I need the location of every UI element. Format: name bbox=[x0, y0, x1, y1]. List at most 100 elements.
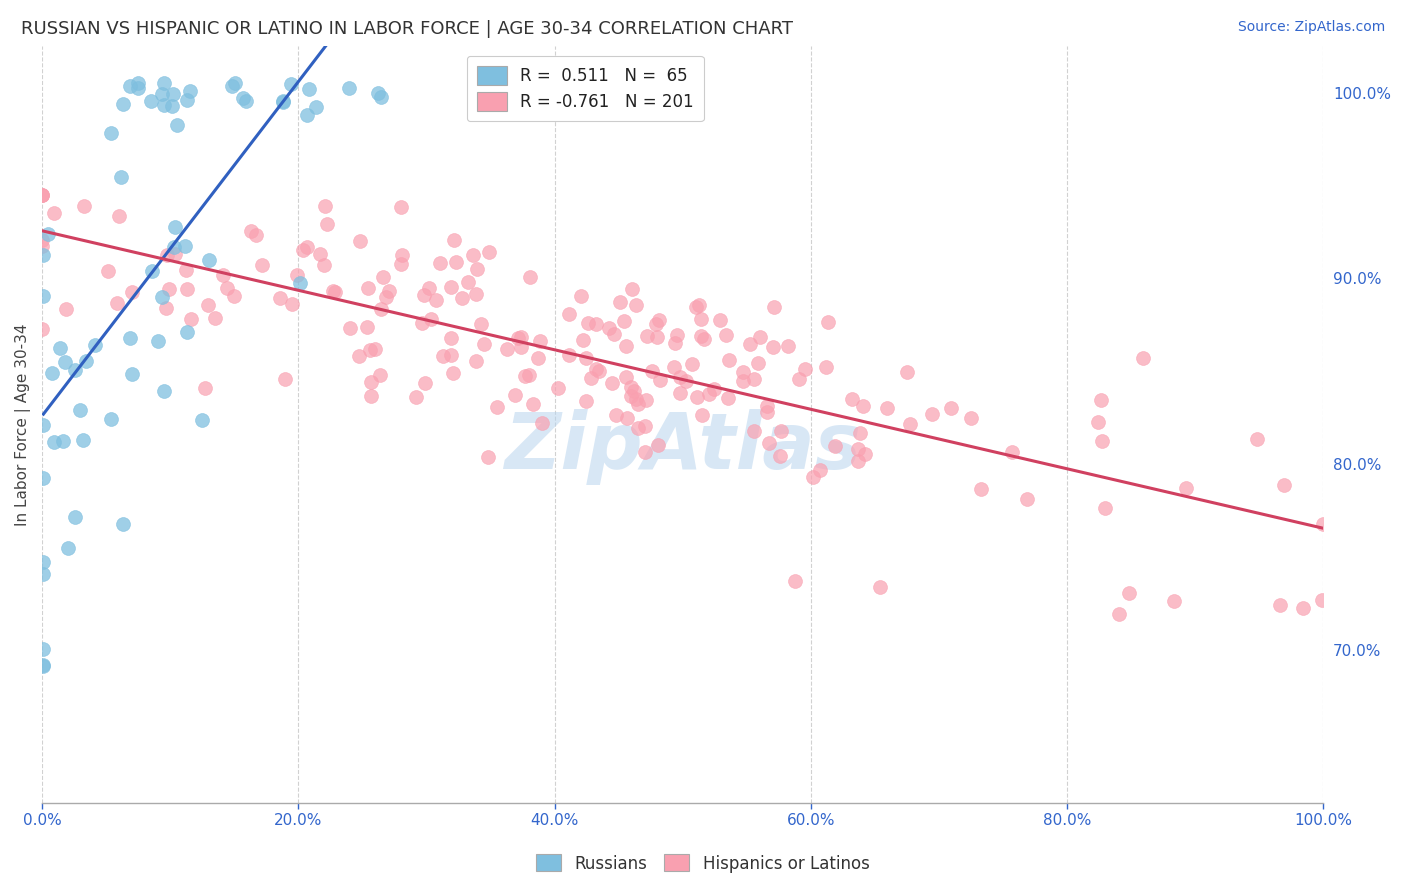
Point bbox=[662, 359, 685, 374]
Point bbox=[425, 293, 447, 308]
Point bbox=[478, 244, 501, 259]
Point bbox=[97, 263, 120, 277]
Point bbox=[785, 574, 807, 588]
Point bbox=[756, 399, 779, 413]
Point bbox=[176, 93, 198, 107]
Point bbox=[665, 327, 688, 342]
Point bbox=[733, 365, 755, 379]
Point bbox=[163, 240, 186, 254]
Point bbox=[1163, 594, 1185, 608]
Point bbox=[762, 300, 785, 314]
Point bbox=[174, 263, 197, 277]
Point bbox=[685, 300, 707, 314]
Point bbox=[360, 375, 382, 389]
Point bbox=[647, 330, 669, 344]
Point bbox=[503, 388, 526, 402]
Point bbox=[636, 393, 658, 408]
Point bbox=[141, 264, 163, 278]
Legend: Russians, Hispanics or Latinos: Russians, Hispanics or Latinos bbox=[530, 847, 876, 880]
Point bbox=[793, 361, 815, 376]
Point bbox=[513, 369, 536, 384]
Point bbox=[650, 373, 672, 387]
Point bbox=[758, 435, 780, 450]
Point bbox=[411, 316, 433, 330]
Point bbox=[269, 291, 291, 305]
Point bbox=[624, 392, 647, 407]
Point bbox=[801, 470, 824, 484]
Point bbox=[150, 87, 173, 102]
Point bbox=[245, 227, 267, 242]
Point bbox=[432, 349, 454, 363]
Point bbox=[391, 248, 413, 262]
Point bbox=[477, 450, 499, 464]
Text: RUSSIAN VS HISPANIC OR LATINO IN LABOR FORCE | AGE 30-34 CORRELATION CHART: RUSSIAN VS HISPANIC OR LATINO IN LABOR F… bbox=[21, 20, 793, 37]
Legend: R =  0.511   N =  65, R = -0.761   N = 201: R = 0.511 N = 65, R = -0.761 N = 201 bbox=[467, 56, 704, 121]
Point bbox=[465, 354, 488, 368]
Point bbox=[636, 329, 658, 343]
Point bbox=[389, 200, 412, 214]
Point bbox=[179, 84, 201, 98]
Point bbox=[718, 353, 741, 368]
Point bbox=[959, 411, 981, 425]
Point bbox=[298, 82, 321, 96]
Point bbox=[440, 331, 463, 345]
Point bbox=[921, 407, 943, 421]
Point bbox=[157, 282, 180, 296]
Point bbox=[176, 282, 198, 296]
Point bbox=[295, 240, 318, 254]
Point bbox=[288, 277, 311, 291]
Point bbox=[815, 360, 838, 375]
Point bbox=[412, 287, 434, 301]
Point bbox=[620, 380, 643, 394]
Point bbox=[274, 372, 297, 386]
Point bbox=[371, 270, 394, 285]
Point bbox=[451, 291, 474, 305]
Point bbox=[194, 381, 217, 395]
Point bbox=[273, 95, 295, 109]
Point bbox=[762, 340, 785, 354]
Point bbox=[440, 348, 463, 362]
Point bbox=[110, 169, 132, 184]
Point bbox=[465, 262, 488, 277]
Point bbox=[32, 566, 55, 581]
Point bbox=[152, 97, 174, 112]
Point bbox=[848, 425, 870, 440]
Point bbox=[464, 286, 486, 301]
Point bbox=[111, 516, 134, 531]
Point bbox=[127, 81, 149, 95]
Point bbox=[876, 401, 898, 415]
Point bbox=[1091, 434, 1114, 449]
Point bbox=[776, 339, 799, 353]
Point bbox=[291, 244, 314, 258]
Point bbox=[75, 354, 97, 368]
Point bbox=[31, 187, 53, 202]
Point bbox=[647, 438, 669, 452]
Point bbox=[150, 290, 173, 304]
Point bbox=[232, 91, 254, 105]
Point bbox=[429, 256, 451, 270]
Point bbox=[63, 363, 86, 377]
Point bbox=[41, 366, 63, 380]
Point bbox=[31, 322, 53, 336]
Point bbox=[121, 285, 143, 299]
Point bbox=[461, 248, 484, 262]
Point bbox=[197, 252, 219, 267]
Point bbox=[623, 384, 645, 399]
Point bbox=[690, 408, 713, 422]
Point bbox=[127, 76, 149, 90]
Point bbox=[681, 357, 703, 371]
Point bbox=[166, 118, 188, 132]
Point bbox=[585, 317, 607, 331]
Point bbox=[349, 349, 371, 363]
Point bbox=[285, 268, 308, 283]
Point bbox=[749, 330, 772, 344]
Point bbox=[32, 658, 55, 673]
Point bbox=[155, 301, 177, 315]
Point bbox=[163, 219, 186, 234]
Point bbox=[810, 462, 832, 476]
Point bbox=[519, 270, 541, 285]
Point bbox=[522, 397, 544, 411]
Point bbox=[217, 281, 239, 295]
Point bbox=[357, 281, 380, 295]
Point bbox=[32, 657, 55, 672]
